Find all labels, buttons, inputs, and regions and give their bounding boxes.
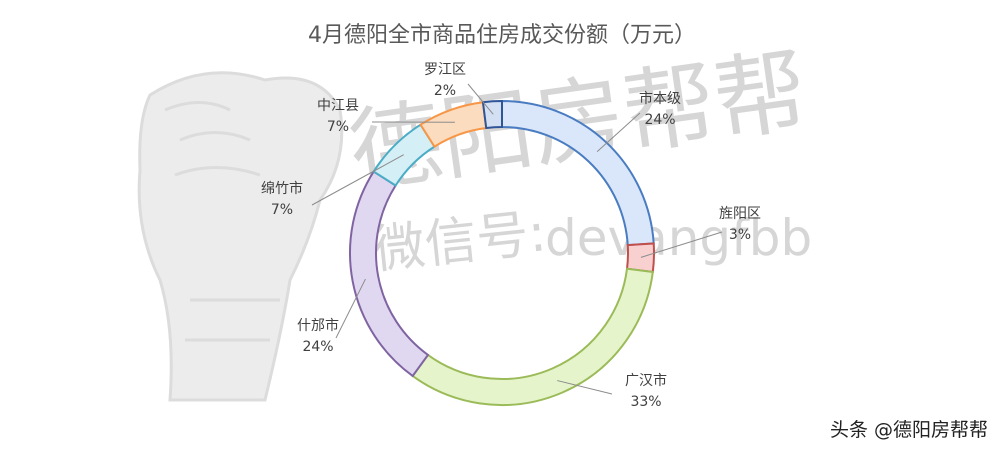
slice-category-label-jingyang: 旌阳区 [719, 206, 761, 222]
footer-credit: 头条 @德阳房帮帮 [830, 419, 988, 441]
watermark-account: devangfbb [545, 209, 812, 267]
slice-value-label-luojiang: 2% [434, 83, 456, 99]
slice-value-label-zhongjiang: 7% [327, 119, 349, 135]
slice-value-label-mianzhu: 7% [271, 202, 293, 218]
donut-slice-jingyang [627, 243, 654, 272]
slice-category-label-luojiang: 罗江区 [424, 62, 466, 78]
donut-slice-guanghan [413, 269, 653, 405]
chart-title: 4月德阳全市商品住房成交份额（万元） [308, 23, 696, 48]
slice-value-label-shibenji: 24% [644, 112, 675, 128]
slice-category-label-mianzhu: 绵竹市 [261, 180, 303, 197]
slice-category-label-shibenji: 市本级 [639, 90, 681, 107]
slice-category-label-guanghan: 广汉市 [625, 372, 667, 389]
slice-value-label-guanghan: 33% [630, 394, 661, 410]
slice-category-label-shifang: 什邡市 [297, 317, 339, 334]
watermark-wechat-label: 微信号: [370, 203, 549, 281]
slice-value-label-jingyang: 3% [729, 227, 751, 243]
slice-category-label-zhongjiang: 中江县 [317, 98, 359, 114]
slice-value-label-shifang: 24% [302, 339, 333, 355]
